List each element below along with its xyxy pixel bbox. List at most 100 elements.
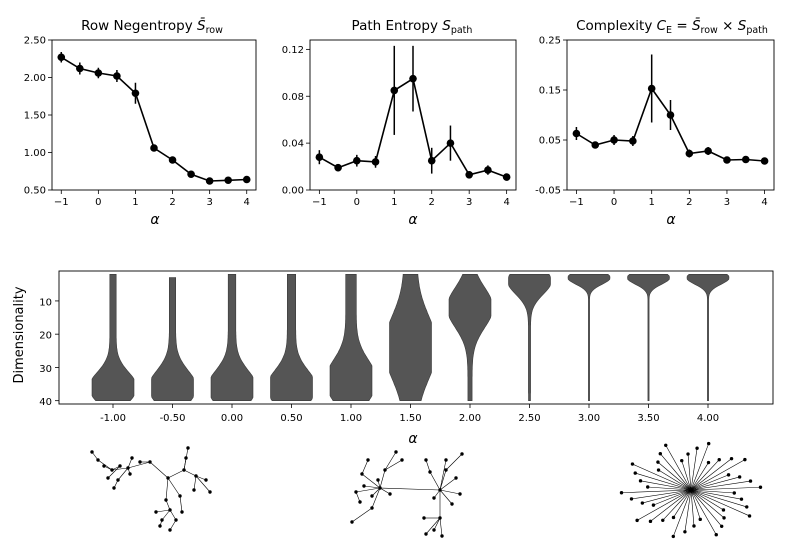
network-node — [739, 497, 744, 501]
network-edge — [183, 457, 187, 471]
network-edge — [632, 463, 692, 491]
violin-xlabel: α — [408, 431, 418, 447]
x-tick-label: 3.50 — [637, 413, 659, 424]
violin-body — [389, 273, 432, 402]
x-tick-label: 2 — [429, 197, 435, 208]
network-node — [428, 470, 432, 474]
network-edge — [690, 458, 732, 491]
network-node — [366, 458, 370, 462]
x-tick-label: −1 — [569, 197, 584, 208]
network-edge — [657, 461, 692, 491]
network-edge — [690, 486, 761, 491]
data-point — [704, 147, 712, 155]
network-edge — [183, 469, 197, 477]
network-edge — [631, 489, 692, 500]
network-node — [164, 498, 168, 502]
network-edge — [149, 461, 169, 479]
network-node — [438, 488, 442, 492]
x-tick-label: −1 — [54, 197, 69, 208]
network-edge — [690, 489, 742, 500]
network-edge — [384, 459, 403, 471]
network-node — [640, 501, 645, 505]
network-edge — [439, 477, 457, 491]
dimensionality-violin-panel: 10 20 30 40 -1.00 -0.50 0.00 0.50 1.00 1.50 2.00 2.… — [12, 270, 774, 447]
plot-frame — [309, 39, 517, 191]
network-node — [695, 446, 699, 450]
x-tick-label: 3 — [466, 197, 472, 208]
network-edge — [127, 457, 133, 469]
network-edge — [379, 469, 386, 489]
data-point — [685, 149, 694, 158]
y-tick-label: 0.05 — [539, 136, 561, 147]
data-point — [647, 84, 656, 93]
network-node — [90, 450, 94, 454]
network-node — [729, 456, 734, 461]
path-entropy-panel: Path Entropy Spath −1 0 1 2 3 4 0.00 0.04 0.08 0.… — [282, 18, 517, 228]
network-edge — [384, 451, 397, 471]
network-node — [166, 476, 170, 480]
y-tick-label: -0.05 — [535, 186, 561, 197]
network-edge — [690, 489, 701, 520]
network-node — [671, 515, 676, 520]
network-node — [168, 508, 172, 512]
network-edge — [165, 477, 169, 501]
network-node — [717, 458, 721, 462]
network-edge — [690, 443, 709, 491]
network-node — [110, 468, 114, 472]
network-edge — [169, 509, 177, 521]
violin-body — [627, 273, 670, 402]
x-tick-label: 4.00 — [697, 413, 719, 424]
x-tick-label: 3.00 — [578, 413, 600, 424]
plot-frame — [566, 39, 775, 191]
network-edge — [117, 467, 129, 481]
data-point — [666, 111, 675, 119]
data-point — [131, 89, 140, 98]
network-edge — [107, 465, 121, 479]
data-point — [113, 72, 121, 80]
network-edge — [690, 489, 735, 494]
network-edge — [155, 509, 171, 513]
data-point — [371, 158, 380, 166]
y-tick-label: 2.50 — [24, 36, 46, 47]
network-edge — [439, 489, 453, 505]
network-node — [737, 475, 742, 479]
network-edge — [425, 459, 431, 473]
violin-body — [151, 277, 194, 402]
network-edge — [640, 480, 692, 491]
network-node — [458, 492, 462, 496]
y-tick-label: 0.50 — [24, 186, 46, 197]
x-tick-label: 0 — [354, 197, 360, 208]
y-tick-label: 40 — [39, 397, 52, 408]
y-tick-label: 1.50 — [24, 111, 46, 122]
network-edge — [167, 477, 181, 497]
x-tick-label: 2.50 — [518, 413, 540, 424]
x-tick-label: 1 — [648, 197, 654, 208]
network-node — [204, 478, 208, 482]
network-edge — [621, 489, 692, 494]
violin-body — [210, 273, 254, 402]
y-tick-label: 30 — [39, 364, 52, 375]
network-node — [719, 524, 724, 528]
x-tick-label: 0 — [611, 197, 617, 208]
x-tick-label: 2.00 — [459, 413, 481, 424]
network-node — [178, 494, 182, 498]
network-edge — [179, 495, 183, 513]
data-point — [187, 170, 195, 179]
star-network-icon — [619, 441, 763, 539]
network-edge — [690, 489, 722, 527]
data-point — [94, 69, 103, 77]
network-node — [432, 528, 436, 532]
network-node — [106, 476, 110, 480]
data-point — [760, 157, 769, 165]
x-tick-label: 1 — [132, 197, 138, 208]
network-node — [671, 534, 676, 539]
network-edge — [195, 475, 211, 493]
network-node — [154, 510, 158, 514]
data-point — [205, 177, 214, 185]
network-node — [362, 484, 366, 488]
network-edge — [127, 461, 151, 469]
network-edge — [650, 489, 692, 522]
network-node — [748, 479, 753, 483]
x-tick-label: 3 — [206, 197, 212, 208]
network-edge — [690, 459, 746, 491]
